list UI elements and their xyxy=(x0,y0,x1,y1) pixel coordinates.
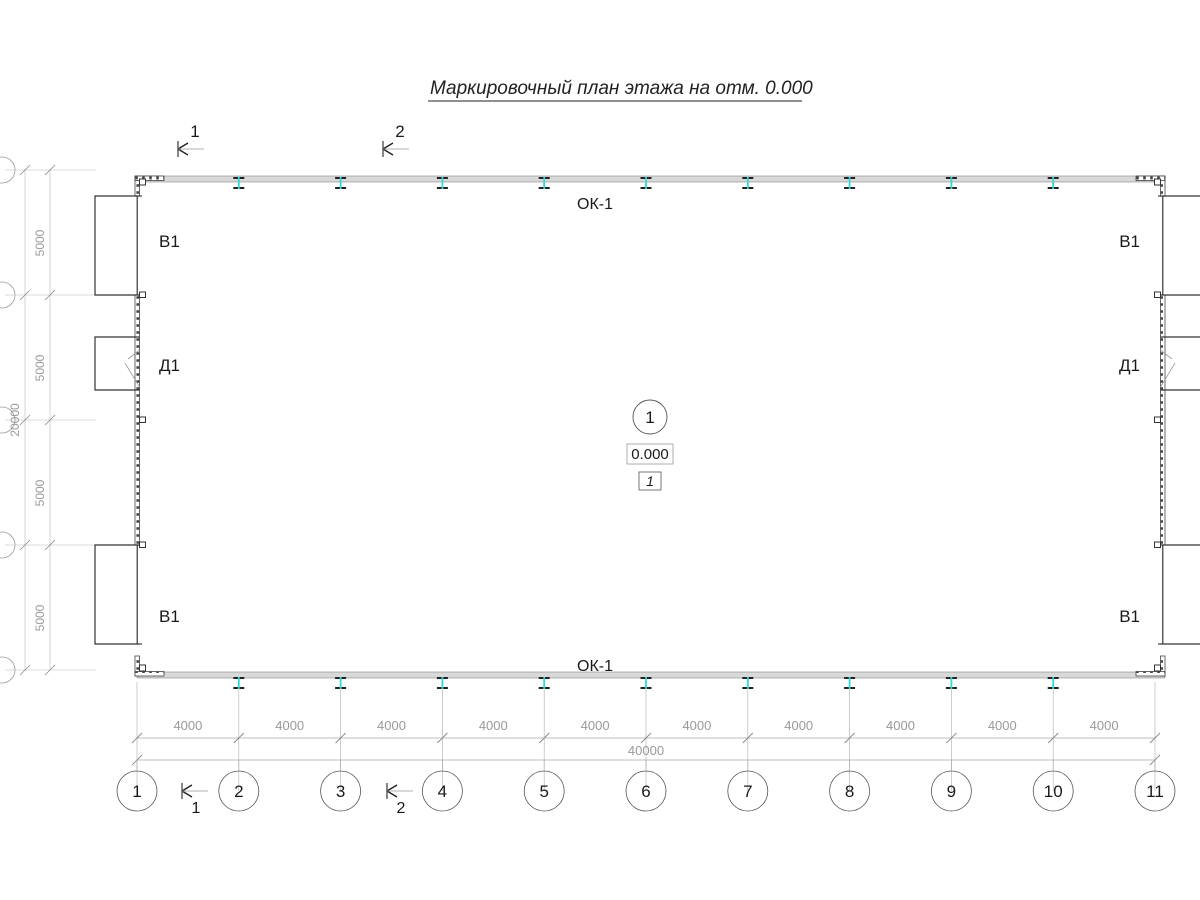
svg-text:6: 6 xyxy=(641,782,650,801)
svg-text:9: 9 xyxy=(947,782,956,801)
svg-text:4000: 4000 xyxy=(988,718,1017,733)
svg-text:4: 4 xyxy=(438,782,447,801)
svg-text:В1: В1 xyxy=(1119,607,1140,626)
svg-text:1: 1 xyxy=(645,408,654,427)
svg-text:10: 10 xyxy=(1044,782,1063,801)
svg-text:4000: 4000 xyxy=(886,718,915,733)
svg-text:В1: В1 xyxy=(159,232,180,251)
svg-text:5000: 5000 xyxy=(33,479,47,506)
svg-text:В1: В1 xyxy=(1119,232,1140,251)
svg-text:5000: 5000 xyxy=(33,604,47,631)
svg-text:4000: 4000 xyxy=(784,718,813,733)
svg-text:4000: 4000 xyxy=(1090,718,1119,733)
svg-text:5000: 5000 xyxy=(33,354,47,381)
svg-text:4000: 4000 xyxy=(682,718,711,733)
svg-text:1: 1 xyxy=(132,782,141,801)
svg-text:5: 5 xyxy=(539,782,548,801)
svg-text:ОК-1: ОК-1 xyxy=(577,196,613,213)
svg-text:1: 1 xyxy=(192,800,201,817)
svg-text:0.000: 0.000 xyxy=(631,446,669,463)
svg-text:Д1: Д1 xyxy=(159,356,180,375)
svg-text:4000: 4000 xyxy=(173,718,202,733)
svg-text:40000: 40000 xyxy=(628,743,664,758)
svg-text:2: 2 xyxy=(397,800,406,817)
svg-text:1: 1 xyxy=(646,473,654,489)
svg-text:2: 2 xyxy=(395,122,404,141)
svg-text:Д1: Д1 xyxy=(1119,356,1140,375)
svg-text:4000: 4000 xyxy=(377,718,406,733)
svg-text:5000: 5000 xyxy=(33,229,47,256)
svg-text:7: 7 xyxy=(743,782,752,801)
svg-text:4000: 4000 xyxy=(581,718,610,733)
svg-text:4000: 4000 xyxy=(275,718,304,733)
svg-text:В1: В1 xyxy=(159,607,180,626)
svg-text:4000: 4000 xyxy=(479,718,508,733)
svg-text:8: 8 xyxy=(845,782,854,801)
svg-text:11: 11 xyxy=(1146,782,1164,801)
svg-text:ОК-1: ОК-1 xyxy=(577,658,613,675)
svg-text:20000: 20000 xyxy=(8,403,22,437)
svg-text:Маркировочный план этажа на от: Маркировочный план этажа на отм. 0.000 xyxy=(430,78,813,99)
svg-text:3: 3 xyxy=(336,782,345,801)
svg-text:1: 1 xyxy=(190,122,199,141)
svg-text:2: 2 xyxy=(234,782,243,801)
